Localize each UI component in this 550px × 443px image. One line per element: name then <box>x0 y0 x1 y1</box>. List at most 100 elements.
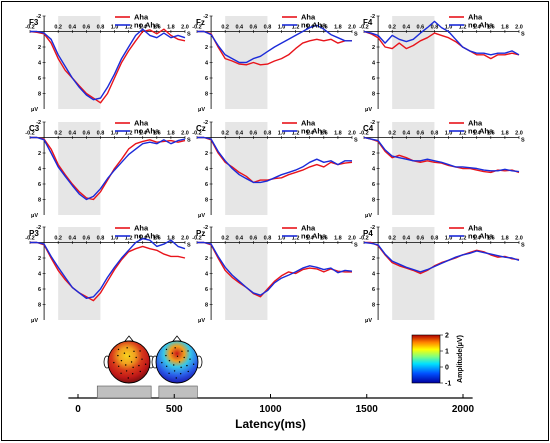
x-tick-label: -0.2 <box>359 25 368 31</box>
y-tick-label: 8 <box>38 198 41 204</box>
x-tick-label: 2.0 <box>515 236 523 242</box>
electrode-dot <box>168 359 171 362</box>
series-line-aha <box>29 28 186 104</box>
electrode-dot <box>120 372 122 374</box>
legend-entry: Aha <box>468 224 483 233</box>
y-tick-label: -2 <box>36 120 41 126</box>
y-tick-label: -2 <box>370 14 375 20</box>
electrode-dot <box>120 359 123 362</box>
x-tick-label: 0.8 <box>97 131 105 137</box>
x-tick-label: 0.2 <box>54 236 62 242</box>
y-tick-label: 6 <box>372 182 375 188</box>
legend-entry: no Aha <box>301 127 327 136</box>
electrode-dot <box>187 350 189 352</box>
electrode-dot <box>144 363 147 365</box>
y-tick-label: 2 <box>38 45 41 51</box>
x-tick-label: -0.2 <box>359 131 368 137</box>
x-tick-label: 0.6 <box>83 131 91 137</box>
colorbar-gradient <box>411 334 441 384</box>
panel-C4: -0.2 0.2 0.4 0.6 0.8 1.0 1.2 1.4 1.6 1.8 2.0S -2 2 4 6… <box>359 119 525 220</box>
electrode-dot <box>180 366 182 369</box>
highlight-window <box>392 122 435 215</box>
electrode-dot <box>175 377 177 379</box>
legend-entry: no Aha <box>468 232 494 241</box>
series-line-no-aha <box>363 20 520 56</box>
series-line-aha <box>197 30 352 66</box>
x-tick-label: 0.6 <box>83 236 91 242</box>
y-unit-label: μV <box>365 318 372 324</box>
x-tick-label: 0.8 <box>264 25 272 31</box>
electrode-dot <box>141 358 143 360</box>
latency-interval-bar <box>96 385 152 399</box>
x-tick-label: 1.8 <box>501 236 509 242</box>
x-tick-label: 1.4 <box>306 131 315 137</box>
x-tick-label: 0.4 <box>402 236 411 242</box>
x-tick-label: 1.6 <box>320 236 328 242</box>
electrode-dot <box>174 347 176 349</box>
x-tick-label: 1.4 <box>139 25 148 31</box>
colorbar-tick-label: 0 <box>445 365 449 372</box>
x-unit-label: S <box>354 243 358 249</box>
colorbar-tick-label: 2 <box>445 333 449 340</box>
x-tick-label: 1.6 <box>320 131 328 137</box>
y-tick-label: 6 <box>372 287 375 293</box>
y-unit-label: μV <box>31 318 38 324</box>
electrode-dot <box>189 358 191 360</box>
electrode-dot <box>165 354 167 357</box>
panel-Fz: -0.2 0.2 0.4 0.6 0.8 1.0 1.2 1.4 1.6 1.8 2.0S-2246… <box>192 13 358 114</box>
y-tick-label: 8 <box>38 92 41 98</box>
electrode-dot <box>138 364 140 367</box>
y-tick-label: 4 <box>38 167 42 173</box>
y-unit-label: μV <box>31 213 38 219</box>
x-tick-label: 1.0 <box>111 131 119 137</box>
x-tick-label: 0.4 <box>402 25 411 31</box>
y-tick-label: 6 <box>38 182 41 188</box>
electrode-dot <box>126 347 128 349</box>
legend-entry: no Aha <box>468 127 494 136</box>
x-tick-label: -0.2 <box>25 131 34 137</box>
x-tick-label: 2.0 <box>181 25 189 31</box>
electrode-dot <box>123 352 126 354</box>
x-tick-label: 1.2 <box>292 25 300 31</box>
y-tick-label: 4 <box>38 272 42 278</box>
y-tick-label: 4 <box>372 272 376 278</box>
y-tick-label: 2 <box>372 45 375 51</box>
x-tick-label: 2.0 <box>348 236 356 242</box>
electrode-label: Fz <box>196 18 205 27</box>
highlight-window <box>58 122 101 215</box>
x-tick-label: 1.8 <box>501 131 509 137</box>
y-tick-label: -2 <box>203 225 208 231</box>
x-tick-label: 0.6 <box>250 25 258 31</box>
y-unit-label: μV <box>198 107 205 113</box>
electrode-label: P3 <box>29 229 39 238</box>
x-tick-label: 0.8 <box>97 25 105 31</box>
electrode-dot <box>171 352 174 354</box>
x-tick-label: 1.6 <box>487 131 495 137</box>
scalp <box>155 340 199 384</box>
x-tick-label: 1.2 <box>292 236 300 242</box>
erp-panels: -0.2 0.2 0.4 0.6 0.8 1.0 1.2 1.4 1.6 1.8 2.0S-2246… <box>25 13 525 325</box>
highlight-window <box>392 16 435 109</box>
legend-entry: Aha <box>301 119 316 128</box>
y-tick-label: 4 <box>38 61 42 67</box>
electrode-label: F4 <box>363 18 373 27</box>
y-tick-label: 4 <box>205 61 209 67</box>
electrode-label: C4 <box>363 124 374 133</box>
x-tick-label: 1.0 <box>445 25 453 31</box>
latency-interval-bar <box>158 385 198 399</box>
x-unit-label: S <box>354 32 358 38</box>
x-tick-label: 0.2 <box>221 131 229 137</box>
legend-entry: Aha <box>301 13 316 22</box>
x-tick-label: 1.4 <box>473 131 482 137</box>
series-line-aha <box>363 30 520 60</box>
x-tick-label: 0.8 <box>431 236 439 242</box>
legend-entry: no Aha <box>301 21 327 30</box>
x-tick-label: 0.6 <box>250 131 258 137</box>
y-tick-label: 2 <box>38 256 41 262</box>
y-tick-label: -2 <box>370 225 375 231</box>
legend-entry: no Aha <box>134 127 160 136</box>
